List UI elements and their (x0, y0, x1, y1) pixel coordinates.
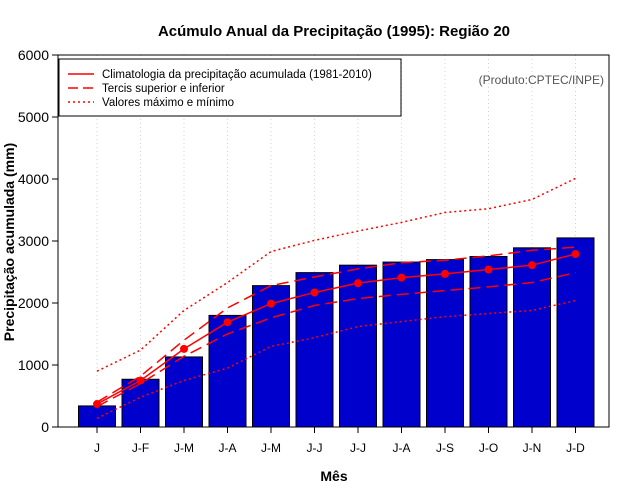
x-tick-label: J-F (132, 441, 149, 455)
climatology-point (441, 269, 449, 278)
bar (121, 378, 160, 428)
y-tick-label: 1000 (18, 357, 49, 373)
bar (165, 356, 203, 428)
climatology-point (484, 265, 493, 274)
y-tick-label: 4000 (18, 171, 49, 187)
x-tick-label: J-N (523, 441, 542, 455)
bar (556, 237, 595, 428)
bar (78, 405, 116, 428)
climatology-point (354, 279, 362, 288)
climatology-point (528, 261, 536, 270)
y-tick-label: 3000 (18, 233, 49, 249)
legend: Climatologia da precipitação acumulada (… (58, 58, 402, 117)
bars (78, 237, 595, 428)
x-tick-label: J-O (479, 441, 498, 455)
y-axis-label: Precipitação acumulada (mm) (1, 143, 17, 341)
series-lines (93, 177, 580, 419)
climatology-point (571, 250, 580, 259)
climatology-point (310, 288, 319, 297)
x-tick-label: J-J (307, 441, 323, 455)
x-axis: J J-F J-M J-A J-M J-J J-J J-A J-S J-O J-N J-D (94, 427, 585, 455)
legend-entry-extremes: Valores máximo e mínimo (102, 97, 234, 109)
series-line (96, 177, 576, 372)
climatology-point (180, 344, 188, 353)
legend-entry-terciles: Tercis superior e inferior (102, 83, 225, 95)
x-tick-label: J-M (261, 441, 281, 455)
legend-box (58, 58, 402, 117)
bar (513, 247, 551, 428)
x-axis-label: Mês (320, 468, 347, 484)
bar (382, 261, 421, 428)
y-tick-label: 6000 (18, 47, 49, 63)
climatology-point (397, 273, 406, 282)
x-tick-label: J-D (566, 441, 585, 455)
x-tick-label: J-J (350, 441, 366, 455)
climatology-point (267, 299, 275, 308)
y-axis: 0 1000 2000 3000 4000 5000 6000 (18, 47, 58, 435)
x-tick-label: J-A (393, 441, 411, 455)
bar (426, 259, 464, 428)
y-tick-label: 5000 (18, 109, 49, 125)
y-tick-label: 2000 (18, 295, 49, 311)
x-tick-label: J (94, 441, 100, 455)
bar (339, 264, 377, 428)
chart-title: Acúmulo Anual da Precipitação (1995): Re… (158, 23, 510, 40)
series-line (96, 246, 576, 403)
x-tick-label: J-S (436, 441, 454, 455)
x-tick-label: J-M (174, 441, 194, 455)
legend-entry-climatology: Climatologia da precipitação acumulada (… (102, 69, 372, 81)
product-credit: (Produto:CPTEC/INPE) (479, 73, 604, 87)
climatology-point (136, 376, 145, 385)
y-tick-label: 0 (41, 419, 49, 435)
climatology-point (223, 318, 232, 327)
series-line (96, 253, 576, 405)
x-tick-label: J-A (219, 441, 237, 455)
series-line (96, 299, 576, 419)
series-line (96, 271, 576, 408)
bar (469, 256, 508, 428)
